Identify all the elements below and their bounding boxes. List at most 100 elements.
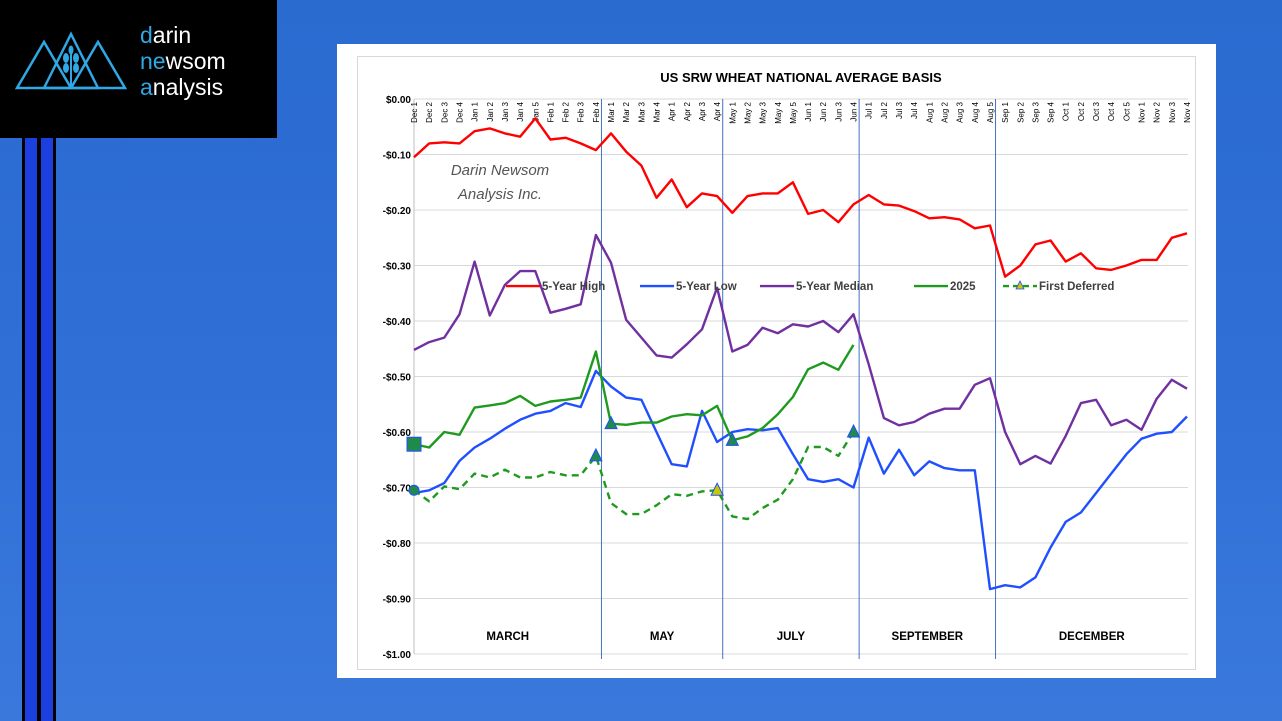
x-tick-label: May 4 bbox=[774, 101, 783, 123]
logo-text: darin newsom analysis bbox=[140, 22, 226, 100]
marker-triangle bbox=[725, 432, 740, 446]
marker-triangle bbox=[710, 482, 724, 496]
marker-triangle bbox=[604, 415, 618, 430]
x-tick-label: Oct 4 bbox=[1107, 101, 1116, 121]
y-tick-label: -$0.70 bbox=[383, 484, 412, 495]
x-tick-label: Jul 4 bbox=[910, 101, 919, 118]
contract-label: DECEMBER bbox=[1059, 631, 1126, 643]
x-tick-label: Mar 3 bbox=[637, 101, 646, 122]
y-tick-label: -$0.60 bbox=[383, 428, 412, 439]
decor-bar-5 bbox=[53, 138, 56, 721]
x-tick-label: Mar 4 bbox=[653, 101, 662, 122]
x-tick-label: Jan 5 bbox=[531, 101, 540, 121]
x-tick-label: Aug 3 bbox=[956, 101, 965, 122]
x-tick-label: Jan 2 bbox=[486, 101, 495, 121]
x-tick-label: Jul 2 bbox=[880, 101, 889, 118]
x-tick-label: Jan 4 bbox=[516, 101, 525, 121]
contract-label: JULY bbox=[777, 631, 806, 643]
chart-panel: US SRW WHEAT NATIONAL AVERAGE BASIS $0.00… bbox=[357, 56, 1196, 670]
y-tick-label: $0.00 bbox=[386, 95, 411, 106]
chart-frame: US SRW WHEAT NATIONAL AVERAGE BASIS $0.00… bbox=[337, 44, 1216, 678]
contract-label: SEPTEMBER bbox=[892, 631, 964, 643]
x-tick-label: Jul 3 bbox=[895, 101, 904, 118]
series-line-5-year-low bbox=[413, 369, 1188, 591]
watermark-text: Darin Newsom bbox=[451, 162, 549, 179]
x-tick-label: Jan 1 bbox=[471, 101, 480, 121]
series-line-5-year-median bbox=[413, 233, 1188, 466]
x-tick-label: Aug 2 bbox=[940, 101, 949, 122]
x-tick-label: Nov 4 bbox=[1183, 101, 1192, 122]
series-line-first-deferred bbox=[413, 431, 855, 521]
x-tick-label: May 5 bbox=[789, 101, 798, 123]
x-tick-label: Apr 2 bbox=[683, 101, 692, 121]
x-tick-label: Aug 5 bbox=[986, 101, 995, 122]
legend-label: 5-Year High bbox=[542, 281, 605, 293]
legend-label: 5-Year Low bbox=[676, 281, 737, 293]
x-tick-label: Sep 2 bbox=[1016, 101, 1025, 122]
decor-bar-2 bbox=[25, 138, 37, 721]
x-tick-label: Jul 1 bbox=[865, 101, 874, 118]
legend-label: 5-Year Median bbox=[796, 281, 873, 293]
y-tick-label: -$1.00 bbox=[383, 650, 412, 661]
x-tick-label: Apr 1 bbox=[668, 101, 677, 121]
contract-label: MAY bbox=[650, 631, 675, 643]
series-line-5-year-high bbox=[413, 117, 1188, 278]
x-tick-label: Nov 1 bbox=[1138, 101, 1147, 122]
x-tick-label: Oct 1 bbox=[1062, 101, 1071, 121]
x-tick-label: Aug 1 bbox=[925, 101, 934, 122]
y-tick-label: -$0.10 bbox=[383, 151, 412, 162]
legend-marker bbox=[1015, 280, 1025, 290]
x-tick-label: Nov 3 bbox=[1168, 101, 1177, 122]
x-tick-label: Oct 2 bbox=[1077, 101, 1086, 121]
y-tick-label: -$0.90 bbox=[383, 595, 412, 606]
x-tick-label: Apr 4 bbox=[713, 101, 722, 121]
x-tick-label: Dec 1 bbox=[410, 101, 419, 122]
x-tick-label: Jun 1 bbox=[804, 101, 813, 121]
y-tick-label: -$0.20 bbox=[383, 206, 412, 217]
x-tick-label: May 2 bbox=[743, 101, 752, 123]
legend-label: 2025 bbox=[950, 281, 976, 293]
x-tick-label: Oct 3 bbox=[1092, 101, 1101, 121]
decor-bar-4 bbox=[41, 138, 53, 721]
x-tick-label: Jun 4 bbox=[850, 101, 859, 121]
x-tick-label: Sep 3 bbox=[1031, 101, 1040, 122]
x-tick-label: Dec 4 bbox=[455, 101, 464, 122]
marker-triangle bbox=[589, 447, 603, 462]
y-tick-label: -$0.30 bbox=[383, 262, 412, 273]
legend-label: First Deferred bbox=[1039, 281, 1114, 293]
contract-label: MARCH bbox=[486, 631, 529, 643]
y-tick-label: -$0.50 bbox=[383, 373, 412, 384]
x-tick-label: Dec 3 bbox=[440, 101, 449, 122]
x-tick-label: Dec 2 bbox=[425, 101, 434, 122]
x-tick-label: Sep 1 bbox=[1001, 101, 1010, 122]
x-tick-label: Feb 2 bbox=[562, 101, 571, 122]
x-tick-label: Jun 2 bbox=[819, 101, 828, 121]
x-tick-label: Nov 2 bbox=[1153, 101, 1162, 122]
x-tick-label: Oct 5 bbox=[1122, 101, 1131, 121]
marker-square bbox=[406, 436, 422, 452]
x-tick-label: Feb 4 bbox=[592, 101, 601, 122]
x-tick-label: Aug 4 bbox=[971, 101, 980, 122]
decor-bar-3 bbox=[37, 138, 41, 721]
marker-circle bbox=[408, 484, 420, 496]
x-tick-label: Feb 1 bbox=[546, 101, 555, 122]
y-tick-label: -$0.80 bbox=[383, 539, 412, 550]
x-tick-label: Jan 3 bbox=[501, 101, 510, 121]
x-tick-label: Jun 3 bbox=[834, 101, 843, 121]
watermark-text: Analysis Inc. bbox=[457, 186, 542, 203]
x-tick-label: Mar 1 bbox=[607, 101, 616, 122]
x-tick-label: Sep 4 bbox=[1047, 101, 1056, 122]
x-tick-label: Feb 3 bbox=[577, 101, 586, 122]
logo: darin newsom analysis bbox=[0, 0, 277, 138]
x-tick-label: May 1 bbox=[728, 101, 737, 123]
chart-title: US SRW WHEAT NATIONAL AVERAGE BASIS bbox=[660, 70, 942, 85]
series-line-2025 bbox=[413, 344, 855, 449]
x-tick-label: Mar 2 bbox=[622, 101, 631, 122]
marker-triangle bbox=[846, 423, 861, 438]
mountain-wheat-icon bbox=[14, 31, 128, 90]
basis-chart: US SRW WHEAT NATIONAL AVERAGE BASIS $0.00… bbox=[383, 70, 1192, 661]
x-tick-label: May 3 bbox=[759, 101, 768, 123]
x-tick-label: Apr 3 bbox=[698, 101, 707, 121]
decor-bar-1 bbox=[22, 138, 25, 721]
y-tick-label: -$0.40 bbox=[383, 317, 412, 328]
